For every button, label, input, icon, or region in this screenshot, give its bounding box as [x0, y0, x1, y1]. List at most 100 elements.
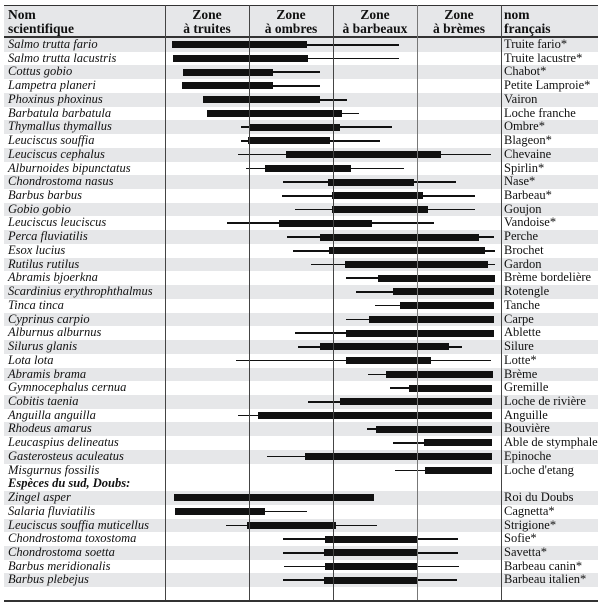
table-row: Anguilla anguilla Anguille — [4, 408, 598, 423]
table-row: Salmo trutta fario Truite fario* — [4, 37, 598, 52]
table-row: Silurus glanis Silure — [4, 339, 598, 354]
table-row: Barbus barbus Barbeau* — [4, 188, 598, 203]
table-row: Lota lota Lotte* — [4, 352, 598, 368]
french-name: Roi du Doubs — [504, 490, 574, 505]
french-name: Spirlin* — [504, 160, 545, 175]
core-range-bar — [285, 151, 442, 159]
french-name: Barbeau* — [504, 188, 552, 203]
zone-label: à brèmes — [432, 21, 486, 36]
table-row: Abramis brama Brème — [4, 366, 598, 382]
core-range-bar — [332, 192, 423, 200]
header-zone-bremes: Zone à brèmes — [417, 8, 501, 36]
scientific-name: Salaria fluviatilis — [8, 503, 96, 518]
table-row: Esox lucius Brochet — [4, 243, 598, 258]
french-name: Barbeau italien* — [504, 572, 587, 587]
table-row: Chondrostoma nasus Nase* — [4, 175, 598, 189]
scientific-name: Chondrostoma soetta — [8, 545, 115, 559]
fish-zonation-chart: Nom scientifique Zone à truites Zone à omb… — [4, 5, 598, 602]
table-row: Barbus meridionalis Barbeau canin* — [4, 559, 598, 574]
header-zone-barbeaux: Zone à barbeaux — [333, 8, 417, 36]
header-scientific-line1: Nom — [8, 7, 36, 22]
french-name: Brème — [504, 366, 538, 381]
table-row: Rutilus rutilus Gardon — [4, 257, 598, 272]
french-name: Ombre* — [504, 119, 545, 134]
core-range-bar — [323, 549, 417, 557]
french-name: Vairon — [504, 91, 538, 106]
header-scientific: Nom scientifique — [8, 8, 74, 36]
core-range-bar — [377, 274, 496, 282]
table-row: Barbatula barbatula Loche franche — [4, 105, 598, 121]
french-name: Epinoche — [504, 448, 552, 463]
table-row: Abramis bjoerkna Brème bordelière — [4, 271, 598, 285]
scientific-name: Salmo trutta lacustris — [8, 50, 117, 65]
table-row: Alburnoides bipunctatus Spirlin* — [4, 160, 598, 176]
scientific-name: Abramis brama — [8, 366, 87, 381]
zone-label: Zone — [276, 7, 306, 22]
core-range-bar — [423, 439, 492, 447]
header-zone-ombres: Zone à ombres — [249, 8, 333, 36]
french-name: Truite lacustre* — [504, 50, 583, 65]
core-range-bar — [202, 96, 320, 104]
zone-divider — [165, 5, 166, 602]
zone-divider — [501, 5, 502, 602]
scientific-name: Zingel asper — [8, 490, 71, 505]
core-range-bar — [332, 206, 428, 214]
scientific-name: Alburnus alburnus — [8, 325, 102, 340]
scientific-name: Rhodeus amarus — [8, 421, 92, 436]
scientific-name: Abramis bjoerkna — [8, 270, 98, 285]
french-name: Loche d'etang — [504, 462, 574, 477]
scientific-name: Tinca tinca — [8, 297, 64, 312]
scientific-name: Barbus barbus — [8, 188, 82, 203]
table-row: Cyprinus carpio Carpe — [4, 311, 598, 327]
table-row: Gymnocephalus cernua Gremille — [4, 381, 598, 395]
section-row: Espèces du sud, Doubs: — [4, 477, 598, 491]
scientific-name: Lota lota — [8, 352, 54, 367]
french-name: Blageon* — [504, 133, 552, 148]
core-range-bar — [369, 315, 495, 323]
table-row: Lampetra planeri Petite Lamproie* — [4, 78, 598, 93]
french-name: Chevaine — [504, 146, 552, 161]
french-name: Strigione* — [504, 517, 557, 532]
scientific-name: Phoxinus phoxinus — [8, 91, 103, 106]
french-name: Savetta* — [504, 545, 548, 559]
core-range-bar — [279, 219, 372, 227]
core-range-bar — [207, 109, 343, 117]
scientific-name: Gobio gobio — [8, 201, 71, 216]
scientific-name: Leuciscus souffia muticellus — [8, 517, 149, 532]
french-name: Lotte* — [504, 352, 537, 367]
scientific-name: Alburnoides bipunctatus — [8, 160, 131, 175]
scientific-name: Salmo trutta fario — [8, 37, 98, 51]
table-row: Cobitis taenia Loche de rivière — [4, 393, 598, 409]
french-name: Petite Lamproie* — [504, 78, 591, 93]
core-range-bar — [400, 302, 495, 310]
french-name: Carpe — [504, 311, 534, 326]
core-range-bar — [385, 370, 493, 378]
table-row: Chondrostoma soetta Savetta* — [4, 545, 598, 560]
french-name: Loche franche — [504, 105, 576, 120]
core-range-bar — [344, 260, 488, 268]
scientific-name: Leuciscus souffia — [8, 133, 95, 148]
core-range-bar — [305, 453, 492, 461]
french-name: Silure — [504, 339, 534, 354]
core-range-bar — [248, 137, 331, 145]
core-range-bar — [327, 178, 414, 186]
scientific-name: Scardinius erythrophthalmus — [8, 284, 153, 299]
zone-label: à barbeaux — [342, 21, 408, 36]
scientific-name: Chondrostoma nasus — [8, 174, 114, 189]
french-name: Chabot* — [504, 64, 547, 79]
scientific-name: Lampetra planeri — [8, 78, 96, 93]
scientific-name: Leuciscus cephalus — [8, 146, 105, 161]
core-range-bar — [345, 329, 495, 337]
table-row: Tinca tinca Tanche — [4, 297, 598, 313]
core-range-bar — [320, 233, 480, 241]
french-name: Truite fario* — [504, 37, 568, 51]
table-row: Leuciscus souffia Blageon* — [4, 133, 598, 148]
french-name: Sofie* — [504, 531, 537, 546]
scientific-name: Cobitis taenia — [8, 393, 79, 408]
table-row: Gobio gobio Goujon — [4, 201, 598, 217]
scientific-name: Thymallus thymallus — [8, 119, 112, 134]
table-row: Thymallus thymallus Ombre* — [4, 119, 598, 135]
core-range-bar — [247, 521, 336, 529]
zone-divider — [417, 5, 418, 602]
french-name: Loche de rivière — [504, 393, 586, 408]
